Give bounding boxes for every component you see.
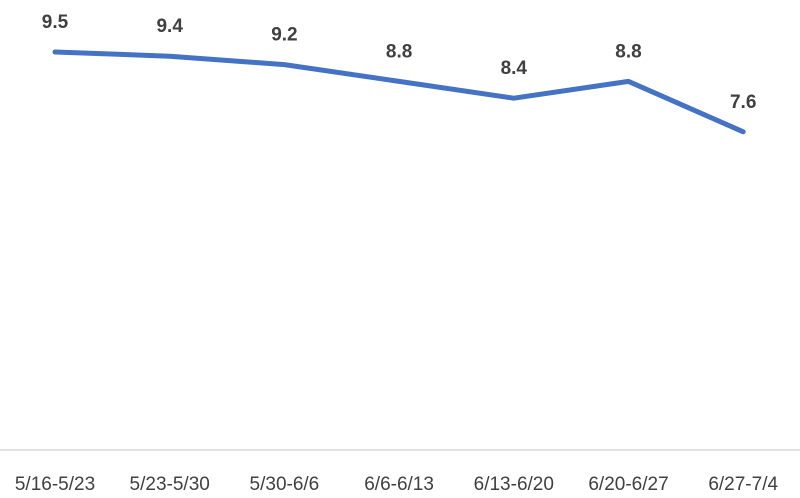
x-tick-label: 6/13-6/20 bbox=[474, 474, 554, 495]
data-label: 7.6 bbox=[730, 92, 756, 113]
series-line bbox=[52, 49, 746, 135]
data-label: 9.2 bbox=[271, 25, 297, 46]
x-tick-label: 6/6-6/13 bbox=[364, 474, 434, 495]
data-label: 8.4 bbox=[501, 58, 528, 79]
data-label: 8.8 bbox=[386, 41, 412, 62]
x-tick-labels: 5/16-5/23 5/23-5/30 5/30-6/6 6/6-6/13 6/13-6… bbox=[15, 474, 779, 495]
x-tick-label: 6/27-7/4 bbox=[708, 474, 778, 495]
data-labels: 9.5 9.4 9.2 8.8 8.4 8.8 7.6 bbox=[42, 12, 757, 113]
x-tick-label: 6/20-6/27 bbox=[588, 474, 668, 495]
x-tick-label: 5/16-5/23 bbox=[15, 474, 95, 495]
data-label: 9.4 bbox=[156, 16, 183, 37]
data-label: 9.5 bbox=[42, 12, 69, 33]
x-tick-label: 5/30-6/6 bbox=[250, 474, 320, 495]
x-tick-label: 5/23-5/30 bbox=[130, 474, 210, 495]
data-label: 8.8 bbox=[615, 41, 641, 62]
